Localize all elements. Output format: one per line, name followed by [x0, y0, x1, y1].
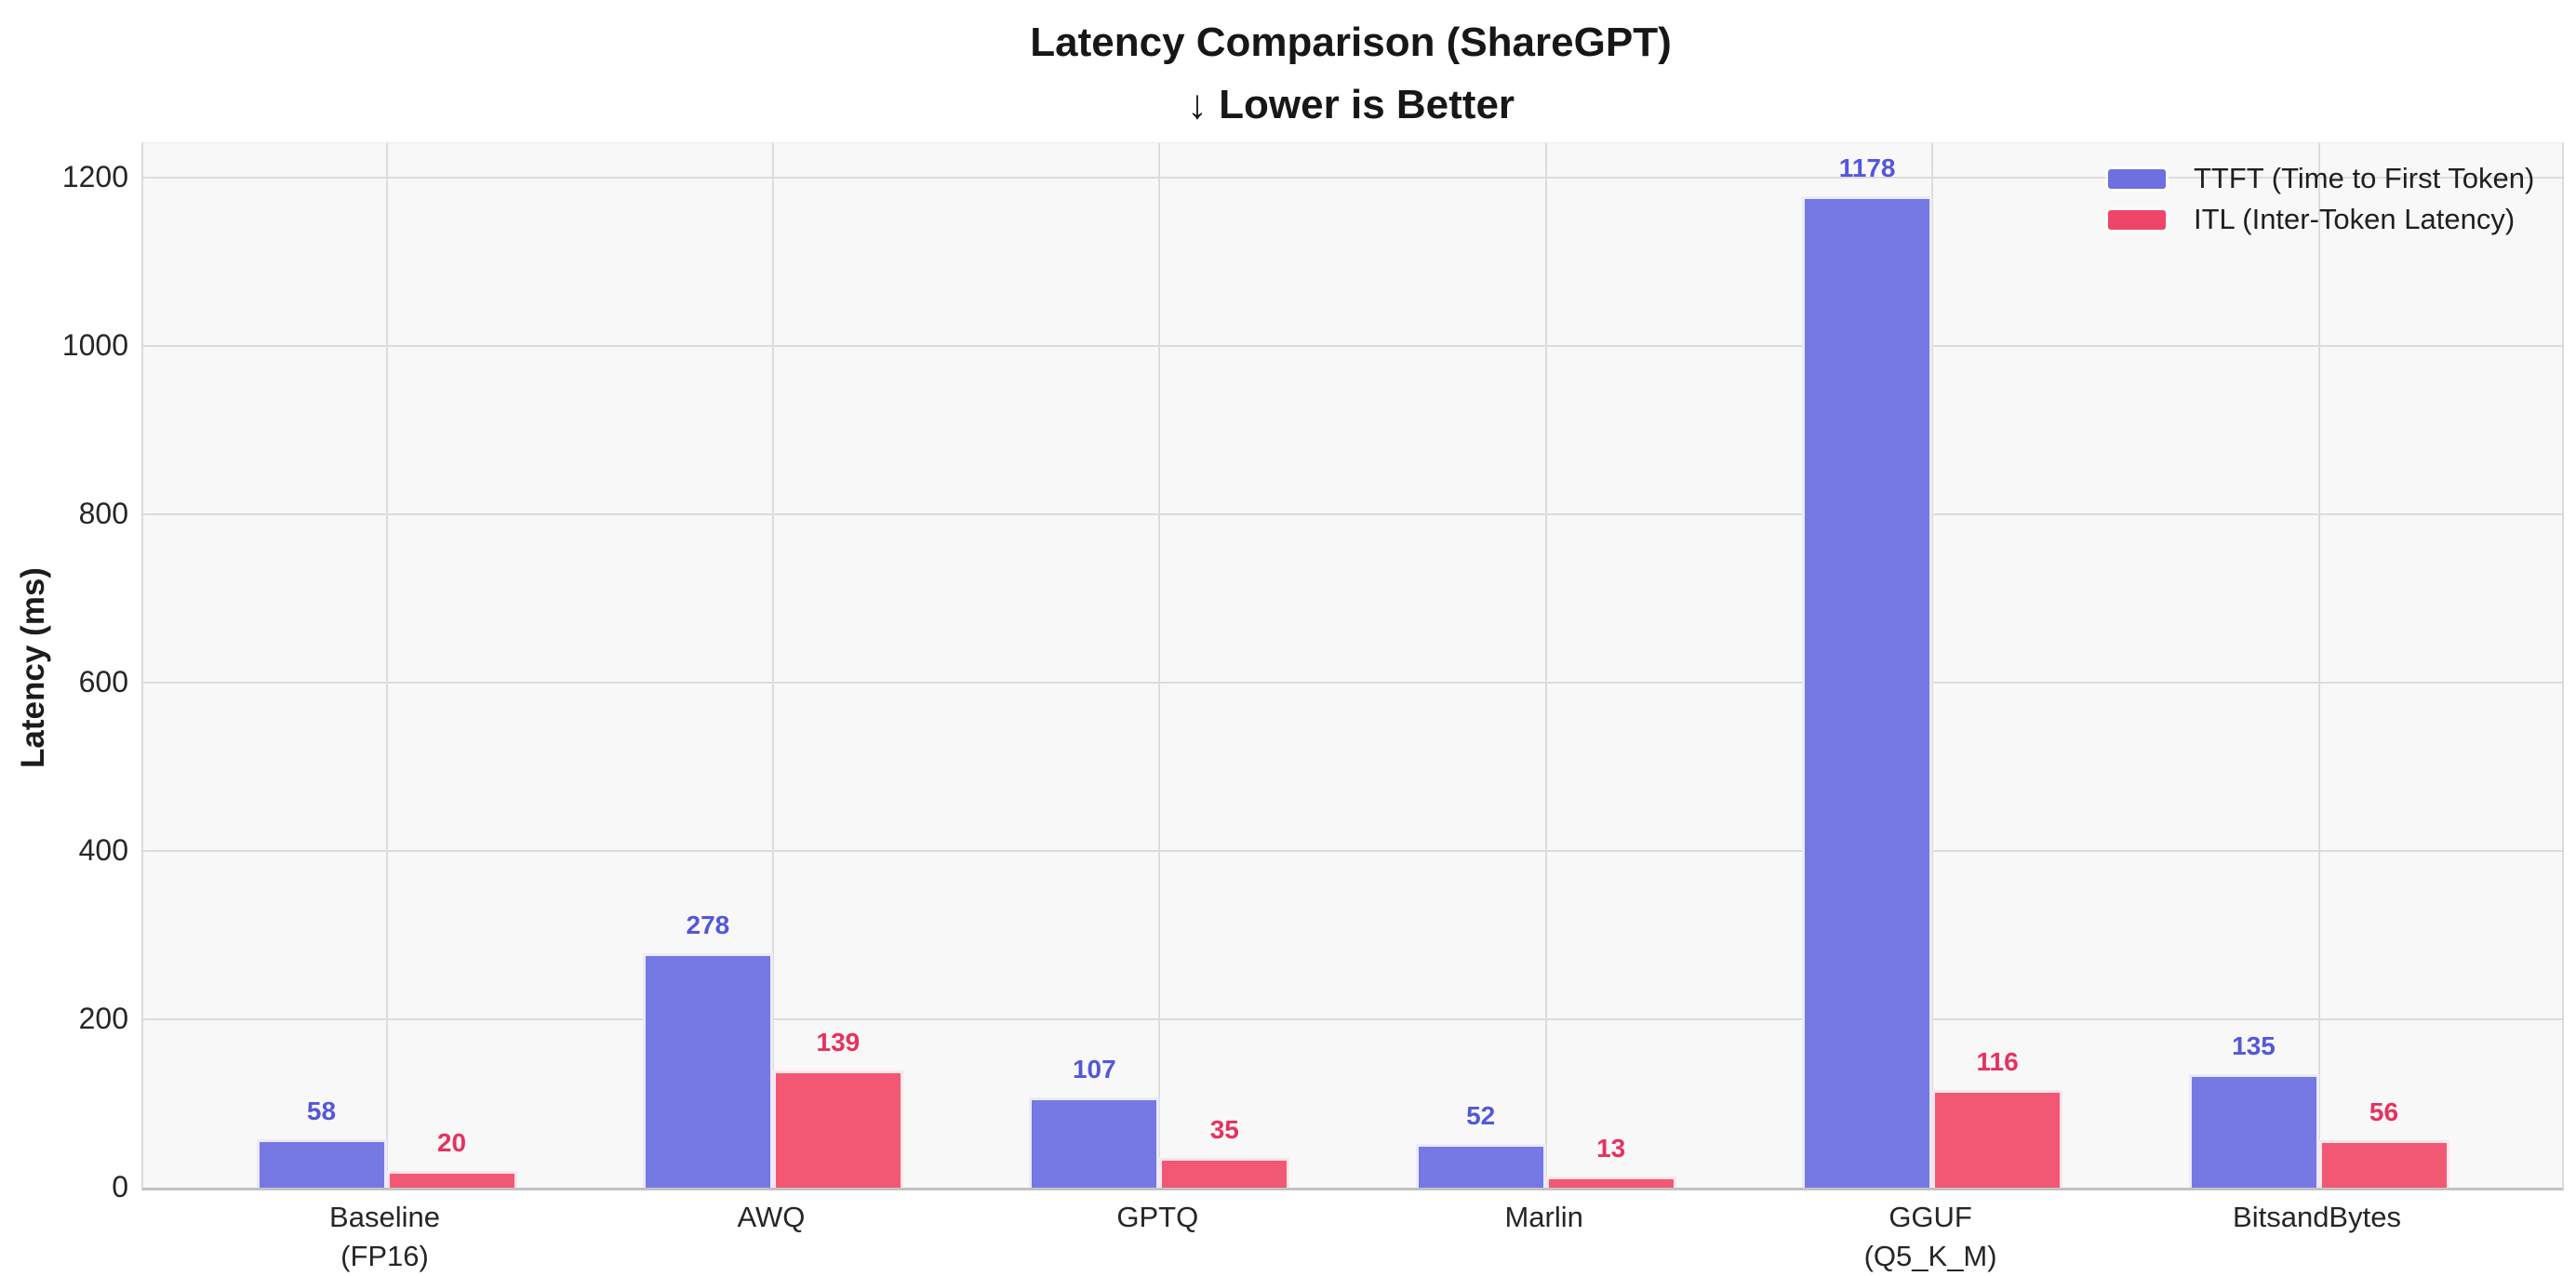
x-tick-label-2: GPTQ — [1116, 1201, 1199, 1233]
legend-swatch-itl-icon — [2108, 209, 2166, 230]
bar-value-label: 1178 — [1838, 153, 1896, 183]
gridline-h-800 — [143, 513, 2562, 516]
bar-itl-5 — [2318, 1140, 2449, 1188]
legend-label-ttft: TTFT (Time to First Token) — [2194, 162, 2535, 194]
legend-swatch-ttft-icon — [2108, 168, 2166, 189]
bar-ttft-3 — [1415, 1143, 1546, 1188]
x-tick-label-3: Marlin — [1504, 1201, 1583, 1233]
bar-value-label: 20 — [436, 1127, 467, 1157]
x-tick-label-5: BitsandBytes — [2233, 1201, 2401, 1233]
bar-value-label: 35 — [1209, 1115, 1239, 1145]
y-tick-label-600: 600 — [78, 665, 128, 699]
legend: TTFT (Time to First Token) ITL (Inter-To… — [2108, 158, 2534, 240]
gridline-v-0 — [385, 143, 388, 1188]
bar-value-label: 107 — [1072, 1055, 1116, 1084]
bar-value-label: 139 — [816, 1028, 861, 1057]
gridline-h-400 — [143, 850, 2562, 853]
bar-value-label: 278 — [686, 910, 730, 940]
bar-value-label: 52 — [1466, 1100, 1496, 1130]
chart-title-block: Latency Comparison (ShareGPT) ↓ Lower is… — [141, 11, 2560, 136]
x-tick-label-0: Baseline (FP16) — [329, 1201, 440, 1272]
bar-ttft-0 — [256, 1138, 387, 1188]
y-tick-label-400: 400 — [78, 833, 128, 868]
bar-value-label: 116 — [1976, 1047, 2019, 1077]
bar-itl-3 — [1545, 1176, 1676, 1188]
y-tick-label-200: 200 — [78, 1002, 128, 1036]
chart-subtitle: ↓ Lower is Better — [1186, 82, 1515, 127]
bar-ttft-1 — [642, 953, 773, 1188]
gridline-v-1 — [771, 143, 774, 1188]
gridline-h-600 — [143, 682, 2562, 685]
bar-itl-1 — [772, 1070, 903, 1188]
gridline-h-200 — [143, 1018, 2562, 1021]
chart-title: Latency Comparison (ShareGPT) — [1030, 20, 1672, 65]
bar-ttft-5 — [2188, 1073, 2319, 1188]
y-tick-label-0: 0 — [112, 1170, 128, 1203]
y-tick-label-1200: 1200 — [61, 160, 128, 194]
bar-itl-2 — [1159, 1158, 1290, 1188]
gridline-v-5 — [2317, 143, 2320, 1188]
bar-ttft-4 — [1802, 196, 1933, 1188]
bar-itl-0 — [386, 1170, 517, 1188]
legend-item-itl: ITL (Inter-Token Latency) — [2108, 199, 2534, 240]
gridline-h-1000 — [143, 345, 2562, 348]
x-tick-label-4: GGUF (Q5_K_M) — [1863, 1201, 1997, 1272]
gridline-h-1200 — [143, 177, 2562, 179]
legend-label-itl: ITL (Inter-Token Latency) — [2194, 203, 2516, 235]
y-tick-label-1000: 1000 — [61, 328, 128, 363]
gridline-v-2 — [1158, 143, 1161, 1188]
y-tick-label-800: 800 — [78, 497, 128, 531]
bar-value-label: 135 — [2232, 1030, 2276, 1060]
legend-item-ttft: TTFT (Time to First Token) — [2108, 158, 2534, 199]
bar-value-label: 56 — [2369, 1097, 2399, 1127]
bar-ttft-2 — [1029, 1097, 1160, 1188]
bar-itl-4 — [1932, 1090, 2063, 1188]
x-tick-label-1: AWQ — [737, 1201, 806, 1233]
plot-area: 58 278 107 52 1178 135 20 139 35 13 116 56 — [141, 142, 2564, 1190]
bar-value-label: 58 — [306, 1096, 337, 1125]
gridline-v-3 — [1544, 143, 1547, 1188]
bar-value-label: 13 — [1596, 1134, 1626, 1163]
gridline-v-4 — [1931, 143, 1934, 1188]
